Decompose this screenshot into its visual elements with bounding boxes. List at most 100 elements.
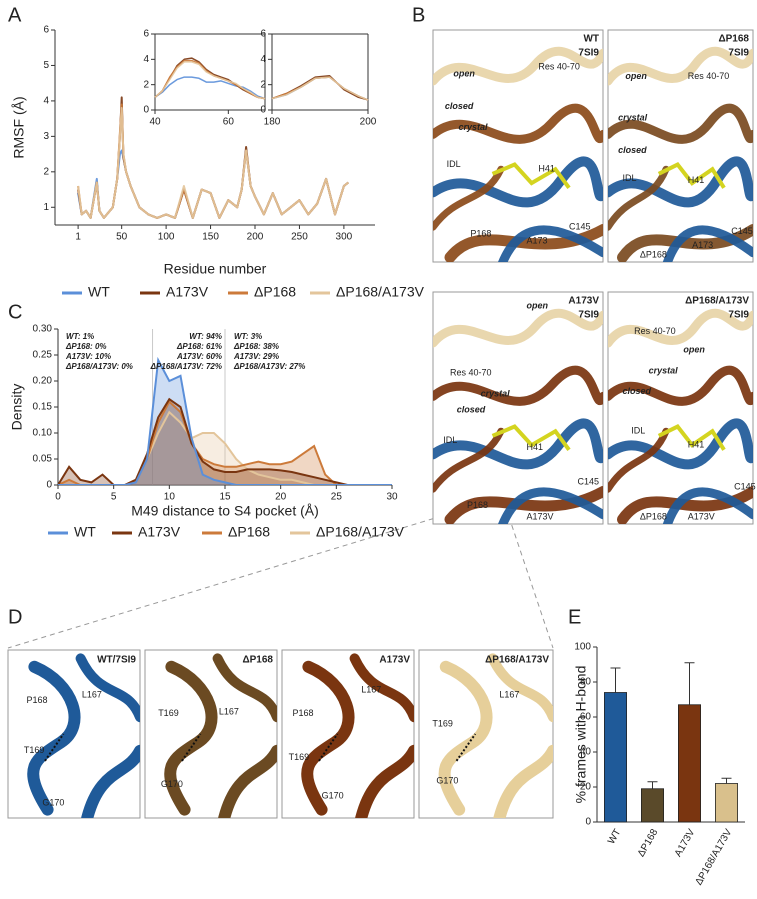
annotation: A173V: 29% xyxy=(233,352,279,361)
plot-area xyxy=(77,96,349,219)
structure-label: C145 xyxy=(734,481,756,491)
y-tick-label: 0 xyxy=(260,105,266,116)
ribbon xyxy=(501,230,603,267)
legend-label: WT xyxy=(88,284,110,300)
ribbon xyxy=(87,751,140,818)
residue-label: P168 xyxy=(293,708,314,718)
y-tick-label: 2 xyxy=(260,79,266,90)
structure-label: P168 xyxy=(470,229,491,239)
bar xyxy=(641,788,665,823)
x-axis-label: M49 distance to S4 pocket (Å) xyxy=(131,503,319,519)
structure-reference: 7SI9 xyxy=(578,310,599,321)
y-tick-label: 20 xyxy=(580,782,592,793)
hbond xyxy=(319,734,337,761)
y-tick-label: 0 xyxy=(585,817,591,828)
structure-image xyxy=(170,658,277,818)
structure-label: H41 xyxy=(538,164,555,174)
x-tick-label: 150 xyxy=(202,232,219,243)
residue-label: G170 xyxy=(161,779,183,789)
ribbon xyxy=(33,667,74,810)
annotation: ΔP168/A173V: 27% xyxy=(233,362,305,371)
annotation: WT: 1% xyxy=(66,332,94,341)
y-tick-label: 2 xyxy=(43,166,49,177)
ligand xyxy=(493,165,570,188)
y-tick-label: 0 xyxy=(143,105,149,116)
x-tick-label: 200 xyxy=(360,117,377,128)
legend-label: ΔP168 xyxy=(254,284,296,300)
residue-label: L167 xyxy=(219,707,239,717)
structure-label: crystal xyxy=(618,113,648,123)
residue-label: G170 xyxy=(436,775,458,785)
y-tick-label: 0.05 xyxy=(33,454,53,465)
structure-title: ΔP168/A173V xyxy=(685,296,749,307)
structure-label: closed xyxy=(457,405,486,415)
residue-label: L167 xyxy=(499,690,519,700)
residue-label: G170 xyxy=(322,791,344,801)
ribbon xyxy=(666,230,753,267)
ribbon xyxy=(81,658,140,717)
x-tick-label: A173V xyxy=(673,827,698,859)
hbond xyxy=(457,734,476,761)
bar xyxy=(715,783,739,823)
y-tick-label: 6 xyxy=(143,29,149,40)
ribbon xyxy=(608,423,753,464)
ribbon xyxy=(608,431,666,489)
structure-label: closed xyxy=(618,145,647,155)
y-tick-label: 40 xyxy=(580,747,592,758)
structure-label: A173V xyxy=(527,511,554,521)
structure-image xyxy=(445,658,553,818)
structure-label: H41 xyxy=(527,442,544,452)
ribbon xyxy=(307,667,348,810)
x-tick-label: 50 xyxy=(116,232,128,243)
x-tick-label: 0 xyxy=(55,492,61,503)
structure-image xyxy=(307,658,414,818)
ribbon xyxy=(608,370,753,401)
ribbon xyxy=(501,492,603,529)
ribbon xyxy=(170,667,211,810)
structure-label: IDL xyxy=(443,435,457,445)
bar xyxy=(604,692,628,823)
structure-reference: 7SI9 xyxy=(578,48,599,59)
x-tick-label: 300 xyxy=(336,232,353,243)
panel-letter: B xyxy=(412,4,425,26)
panel-letter: E xyxy=(568,606,581,628)
structure-image xyxy=(33,658,140,818)
structure-reference: 7SI9 xyxy=(728,48,749,59)
zoom-line xyxy=(7,507,469,649)
structure-title: A173V xyxy=(379,655,410,666)
zoom-line xyxy=(505,507,554,649)
legend-label: A173V xyxy=(166,284,209,300)
plot-area xyxy=(271,75,369,101)
residue-label: T169 xyxy=(158,708,179,718)
hbond xyxy=(45,734,63,761)
x-tick-label: 10 xyxy=(164,492,176,503)
residue-label: L167 xyxy=(82,690,102,700)
plot-area xyxy=(154,57,266,100)
residue-label: T169 xyxy=(24,745,45,755)
y-tick-label: 0.30 xyxy=(33,324,53,335)
y-tick-label: 0.20 xyxy=(33,376,53,387)
structure-image xyxy=(608,51,753,266)
panel-letter: D xyxy=(8,606,22,628)
x-tick-label: 1 xyxy=(75,232,81,243)
panel-letter: A xyxy=(8,4,22,26)
ribbon xyxy=(361,751,414,818)
structure-label: Res 40-70 xyxy=(450,368,492,378)
y-axis-label: Density xyxy=(9,384,25,431)
rmsf-line xyxy=(271,76,369,101)
x-tick-label: 30 xyxy=(386,492,398,503)
ribbon-group xyxy=(445,658,553,818)
structure-title: ΔP168/A173V xyxy=(485,655,549,666)
ribbon xyxy=(608,169,666,227)
y-tick-label: 6 xyxy=(260,29,266,40)
annotation: ΔP168/A173V: 72% xyxy=(150,362,222,371)
structure-label: crystal xyxy=(481,388,511,398)
x-tick-label: 250 xyxy=(291,232,308,243)
hbond xyxy=(182,734,200,761)
area-fill xyxy=(58,412,392,485)
ribbon xyxy=(433,423,603,464)
y-tick-label: 4 xyxy=(43,96,49,107)
rmsf-line xyxy=(154,61,266,100)
y-tick-label: 100 xyxy=(574,642,591,653)
y-tick-label: 0.10 xyxy=(33,428,53,439)
